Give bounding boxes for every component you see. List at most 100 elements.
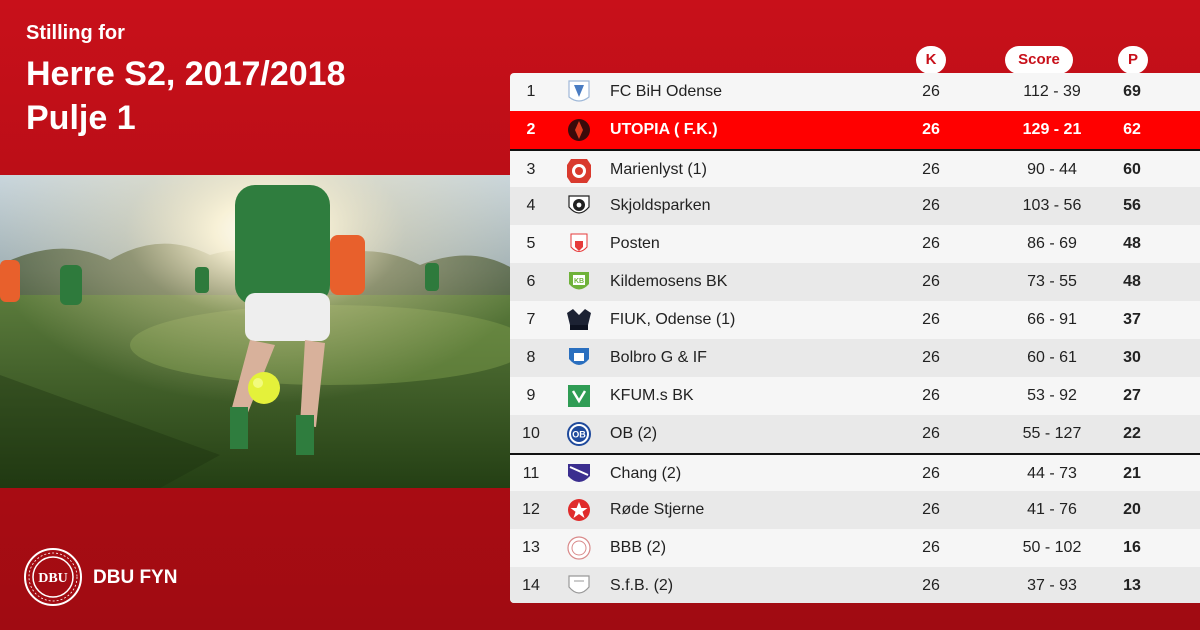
- score-cell: 86 - 69: [1027, 235, 1077, 252]
- score-cell: 53 - 92: [1027, 387, 1077, 404]
- sfb-crest-icon: [565, 567, 593, 603]
- matches-cell: 26: [922, 349, 940, 366]
- table-row: 7 FIUK, Odense (1) 26 66 - 91 37: [510, 301, 1200, 339]
- svg-text:OB: OB: [572, 430, 586, 440]
- utopia-crest-icon: [565, 111, 593, 149]
- svg-text:KB: KB: [574, 278, 584, 285]
- score-cell: 37 - 93: [1027, 577, 1077, 594]
- score-cell: 44 - 73: [1027, 465, 1077, 482]
- table-row: 4 Skjoldsparken 26 103 - 56 56: [510, 187, 1200, 225]
- points-cell: 48: [1123, 235, 1141, 252]
- team-name-cell: Chang (2): [610, 465, 682, 482]
- points-cell: 20: [1123, 501, 1141, 518]
- score-cell: 103 - 56: [1022, 197, 1082, 214]
- table-row: 2 UTOPIA ( F.K.) 26 129 - 21 62: [510, 111, 1200, 149]
- skjoldsparken-crest-icon: [565, 187, 593, 225]
- matches-cell: 26: [922, 197, 940, 214]
- position-cell: 7: [526, 311, 536, 328]
- position-cell: 12: [522, 501, 540, 518]
- points-cell: 69: [1123, 83, 1141, 100]
- matches-cell: 26: [922, 235, 940, 252]
- points-cell: 30: [1123, 349, 1141, 366]
- score-cell: 50 - 102: [1022, 539, 1082, 556]
- football-photo: [0, 175, 510, 488]
- table-row: 5 Posten 26 86 - 69 48: [510, 225, 1200, 263]
- table-row: 11 Chang (2) 26 44 - 73 21: [510, 453, 1200, 491]
- team-name-cell: S.f.B. (2): [610, 577, 674, 594]
- position-cell: 13: [522, 539, 540, 556]
- score-cell: 66 - 91: [1027, 311, 1077, 328]
- team-name-cell: Bolbro G & IF: [610, 349, 707, 366]
- position-cell: 2: [526, 121, 536, 138]
- team-name-cell: Kildemosens BK: [610, 273, 728, 290]
- position-cell: 5: [526, 235, 536, 252]
- matches-cell: 26: [922, 577, 940, 594]
- position-cell: 3: [526, 161, 536, 178]
- matches-cell: 26: [922, 465, 940, 482]
- rode-stjerne-crest-icon: [565, 491, 593, 529]
- position-cell: 1: [526, 83, 536, 100]
- points-cell: 37: [1123, 311, 1141, 328]
- kildemosen-crest-icon: KB: [565, 263, 593, 301]
- page-title: Herre S2, 2017/2018 Pulje 1: [26, 52, 345, 140]
- score-cell: 55 - 127: [1022, 425, 1082, 442]
- team-name-cell: Posten: [610, 235, 660, 252]
- score-cell: 112 - 39: [1023, 83, 1081, 100]
- matches-cell: 26: [922, 83, 940, 100]
- marienlyst-crest-icon: [565, 151, 593, 189]
- team-name-cell: Røde Stjerne: [610, 501, 705, 518]
- matches-cell: 26: [922, 539, 940, 556]
- position-cell: 9: [526, 387, 536, 404]
- table-row: 9 KFUM.s BK 26 53 - 92 27: [510, 377, 1200, 415]
- standings-table: 1 FC BiH Odense 26 112 - 39 69 2 UTOPIA ( F.K.…: [510, 73, 1200, 603]
- team-name-cell: FC BiH Odense: [610, 83, 723, 100]
- points-cell: 62: [1123, 121, 1141, 138]
- points-cell: 56: [1123, 197, 1141, 214]
- table-row: 1 FC BiH Odense 26 112 - 39 69: [510, 73, 1200, 111]
- table-row: 13 BBB (2) 26 50 - 102 16: [510, 529, 1200, 567]
- position-cell: 4: [526, 197, 536, 214]
- header-subtitle: Stilling for: [26, 22, 125, 44]
- fiuk-crest-icon: [565, 301, 593, 339]
- position-cell: 11: [522, 465, 540, 482]
- title-line-2: Pulje 1: [26, 99, 136, 137]
- points-cell: 22: [1123, 425, 1141, 442]
- position-cell: 10: [522, 425, 540, 442]
- bbb-crest-icon: [565, 529, 593, 567]
- column-header-score: Score: [1005, 46, 1073, 74]
- team-name-cell: Marienlyst (1): [610, 161, 707, 178]
- table-row: 3 Marienlyst (1) 26 90 - 44 60: [510, 149, 1200, 187]
- score-cell: 60 - 61: [1027, 349, 1077, 366]
- bih-crest-icon: [565, 73, 593, 111]
- column-header-k: K: [916, 46, 946, 74]
- kfum-crest-icon: [565, 377, 593, 415]
- dbu-crest-icon: DBU: [24, 548, 82, 606]
- matches-cell: 26: [922, 425, 940, 442]
- matches-cell: 26: [922, 161, 940, 178]
- score-cell: 73 - 55: [1027, 273, 1077, 290]
- table-row: 14 S.f.B. (2) 26 37 - 93 13: [510, 567, 1200, 603]
- ob-crest-icon: OB: [565, 415, 593, 453]
- table-row: 8 Bolbro G & IF 26 60 - 61 30: [510, 339, 1200, 377]
- team-name-cell: Skjoldsparken: [610, 197, 711, 214]
- points-cell: 48: [1123, 273, 1141, 290]
- title-line-1: Herre S2, 2017/2018: [26, 55, 346, 93]
- table-row: 6 Kildemosens BK 26 73 - 55 48 KB: [510, 263, 1200, 301]
- table-row: 12 Røde Stjerne 26 41 - 76 20: [510, 491, 1200, 529]
- points-cell: 16: [1123, 539, 1141, 556]
- matches-cell: 26: [922, 501, 940, 518]
- matches-cell: 26: [922, 273, 940, 290]
- team-name-cell: KFUM.s BK: [610, 387, 694, 404]
- score-cell: 41 - 76: [1027, 501, 1077, 518]
- team-name-cell: BBB (2): [610, 539, 667, 556]
- table-row: 10 OB (2) 26 55 - 127 22 OB: [510, 415, 1200, 453]
- chang-crest-icon: [565, 455, 593, 493]
- points-cell: 60: [1123, 161, 1141, 178]
- score-cell: 90 - 44: [1027, 161, 1077, 178]
- team-name-cell: UTOPIA ( F.K.): [610, 121, 718, 138]
- team-name-cell: FIUK, Odense (1): [610, 311, 736, 328]
- dbu-logo-text: DBU: [38, 571, 68, 586]
- position-cell: 8: [526, 349, 536, 366]
- position-cell: 14: [522, 577, 540, 594]
- points-cell: 27: [1123, 387, 1141, 404]
